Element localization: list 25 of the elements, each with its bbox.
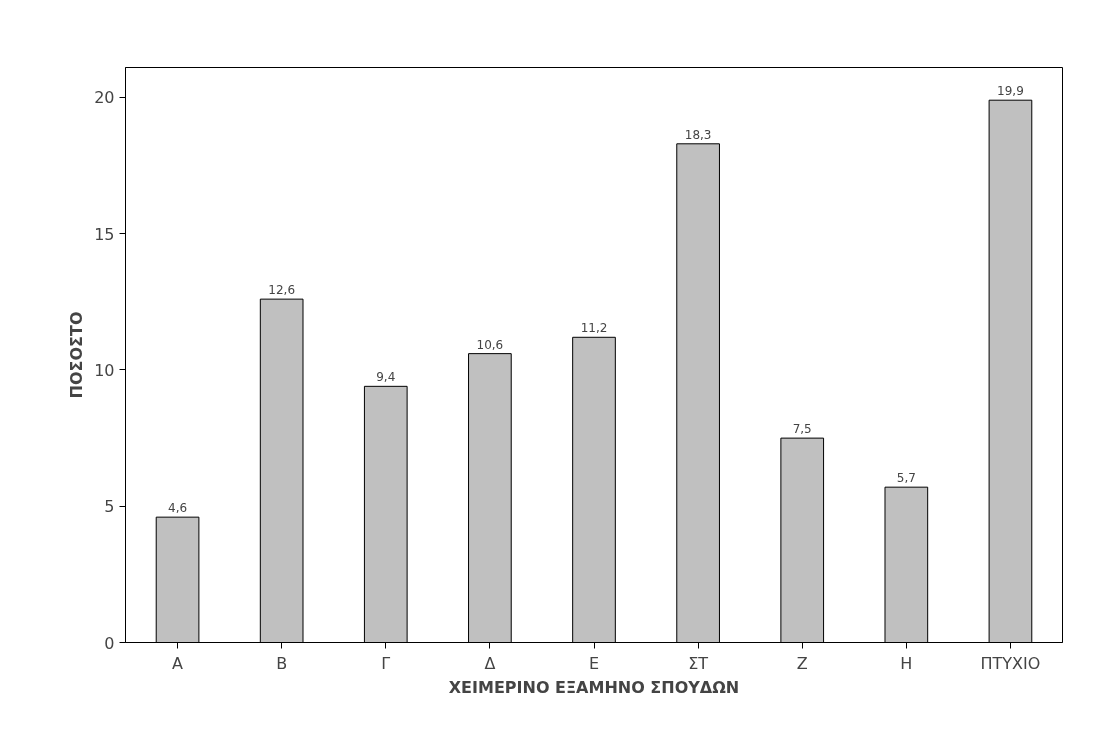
x-tick-label: Α	[172, 653, 184, 673]
x-tick-label: ΣΤ	[688, 653, 709, 673]
data-label: 7,5	[792, 422, 812, 437]
y-tick-label: 5	[104, 497, 115, 517]
x-tick-label: Ε	[588, 653, 600, 673]
data-label: 11,2	[580, 321, 608, 336]
x-tick-label: Β	[276, 653, 288, 673]
data-label: 5,7	[896, 471, 916, 486]
y-tick-label: 20	[94, 88, 115, 108]
data-label: 12,6	[268, 283, 296, 298]
data-label: 4,6	[168, 501, 188, 516]
y-tick-label: 10	[94, 360, 115, 380]
y-axis-title: ΠΟΣΟΣΤΟ	[67, 311, 87, 399]
data-label: 18,3	[684, 127, 712, 142]
data-label: 19,9	[997, 84, 1024, 99]
x-axis-title: ΧΕΙΜΕΡΙΝΟ ΕΞΑΜΗΝΟ ΣΠΟΥΔΩΝ	[448, 677, 740, 697]
y-tick-label: 0	[104, 633, 115, 653]
x-tick-label: Η	[900, 653, 913, 673]
x-tick-label: Ζ	[796, 653, 808, 673]
x-tick-label: Δ	[484, 653, 496, 673]
x-tick-label: Γ	[381, 653, 391, 673]
data-label: 9,4	[376, 370, 396, 385]
y-tick-label: 15	[94, 224, 115, 244]
x-tick-label: ΠΤΥΧΙΟ	[980, 653, 1041, 673]
data-label: 10,6	[476, 337, 504, 352]
